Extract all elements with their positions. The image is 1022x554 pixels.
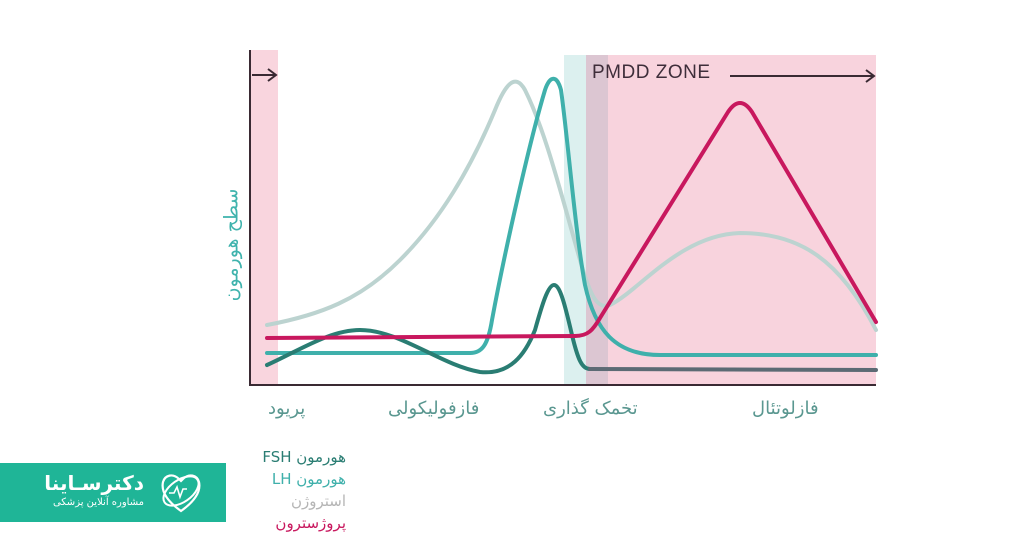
- period-region: [250, 50, 278, 385]
- period-arrow-icon: [252, 68, 278, 82]
- y-axis-label-text: سطح هورمون: [220, 188, 242, 302]
- legend-item-lh: هورمون LH: [271, 470, 346, 488]
- progesterone-line: [265, 101, 878, 340]
- pmdd-zone-region: [608, 55, 876, 385]
- pmdd-zone-label: PMDD ZONE: [592, 62, 711, 83]
- y-axis-label: سطح هورمون: [206, 180, 256, 310]
- phase-label-period: پریود: [268, 398, 306, 419]
- phase-label-luteal: فازلوتئال: [752, 398, 819, 419]
- brand-banner[interactable]: دکترسـاینا مشاوره آنلاین پزشکی: [0, 463, 226, 522]
- heart-stethoscope-icon: [161, 474, 201, 513]
- legend-item-progesterone: پروژسترون: [275, 514, 346, 532]
- legend-item-fsh: هورمون FSH: [262, 448, 346, 466]
- phase-label-ovulation: تخمک گذاری: [543, 398, 638, 419]
- fsh-line: [265, 283, 592, 375]
- lh-line: [265, 76, 878, 357]
- brand-text: دکترسـاینا مشاوره آنلاین پزشکی: [44, 471, 144, 511]
- estrogen-line: [265, 79, 878, 332]
- fsh-line-tail: [588, 367, 878, 372]
- pmdd-arrow-icon: [730, 69, 876, 83]
- legend-item-estrogen: استروژن: [290, 492, 346, 510]
- phase-label-follicular: فازفولیکولی: [388, 398, 480, 419]
- brand-name: دکترسـاینا: [44, 471, 144, 495]
- brand-subtitle: مشاوره آنلاین پزشکی: [52, 497, 144, 508]
- legend: هورمون FSH هورمون LH استروژن پروژسترون: [258, 446, 346, 534]
